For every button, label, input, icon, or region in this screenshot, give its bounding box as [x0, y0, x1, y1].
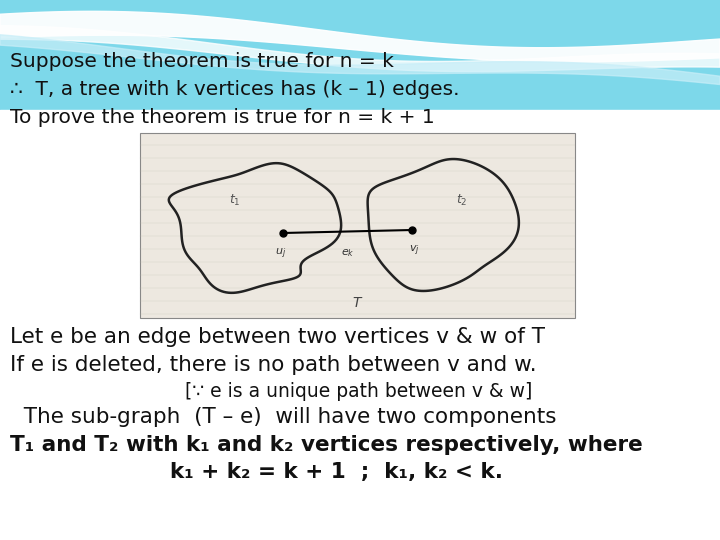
Text: ∴  T, a tree with k vertices has (k – 1) edges.: ∴ T, a tree with k vertices has (k – 1) … [10, 80, 459, 99]
Text: $t_2$: $t_2$ [456, 192, 468, 207]
Text: If e is deleted, there is no path between v and w.: If e is deleted, there is no path betwee… [10, 355, 536, 375]
Text: The sub-graph  (T – e)  will have two components: The sub-graph (T – e) will have two comp… [10, 407, 557, 427]
Text: k₁ + k₂ = k + 1  ;  k₁, k₂ < k.: k₁ + k₂ = k + 1 ; k₁, k₂ < k. [170, 462, 503, 482]
Text: Suppose the theorem is true for n = k: Suppose the theorem is true for n = k [10, 52, 394, 71]
Text: $u_j$: $u_j$ [276, 247, 287, 261]
Text: $e_k$: $e_k$ [341, 247, 354, 259]
Text: To prove the theorem is true for n = k + 1: To prove the theorem is true for n = k +… [10, 108, 435, 127]
Text: [∵ e is a unique path between v & w]: [∵ e is a unique path between v & w] [185, 382, 532, 401]
Text: $T$: $T$ [352, 296, 363, 310]
Text: Let e be an edge between two vertices v & w of T: Let e be an edge between two vertices v … [10, 327, 545, 347]
Text: T₁ and T₂ with k₁ and k₂ vertices respectively, where: T₁ and T₂ with k₁ and k₂ vertices respec… [10, 435, 643, 455]
Text: $v_j$: $v_j$ [409, 244, 419, 259]
Text: $t_1$: $t_1$ [229, 192, 240, 207]
Bar [140, 133, 575, 318]
